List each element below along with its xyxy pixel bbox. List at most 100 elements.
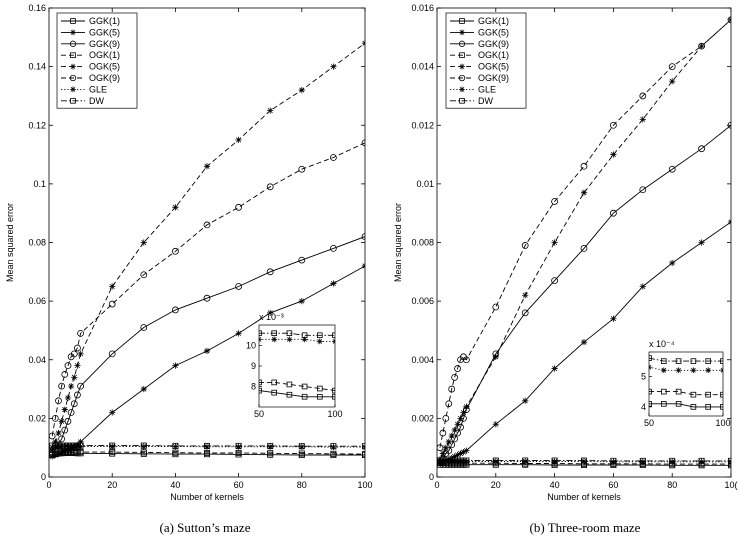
inset-frame xyxy=(648,351,724,417)
data-point xyxy=(64,443,72,450)
data-point xyxy=(361,451,365,458)
inset-data-point xyxy=(301,336,308,343)
data-point xyxy=(580,244,588,252)
legend-marker xyxy=(70,52,76,58)
legend-marker xyxy=(70,18,76,24)
data-point xyxy=(492,458,499,465)
legend-marker xyxy=(458,74,466,82)
data-point xyxy=(463,457,470,464)
x-tick-label: 0 xyxy=(46,480,51,490)
data-point xyxy=(108,350,116,358)
inset-data-point xyxy=(675,367,682,374)
legend-box xyxy=(445,12,527,109)
y-tick-label: 0.04 xyxy=(28,355,46,365)
legend-marker xyxy=(69,40,77,47)
data-point xyxy=(463,403,470,410)
data-point xyxy=(140,324,148,331)
legend-marker xyxy=(459,63,465,70)
inset-frame xyxy=(258,324,336,408)
inset-series xyxy=(259,336,335,345)
inset-x-tick-label: 50 xyxy=(254,409,264,419)
data-point xyxy=(522,397,529,404)
inset-data-point xyxy=(705,367,712,374)
data-point xyxy=(551,198,558,205)
data-point xyxy=(140,271,148,279)
data-point xyxy=(58,435,66,443)
inset-data-point xyxy=(271,389,277,396)
data-point xyxy=(235,443,242,450)
chart-a: 0 20 40 60 80 100 0 0.02 0.04 0.06 0.08 0.1 0.12 0.14… xyxy=(5,3,373,535)
data-point xyxy=(140,442,147,449)
inset-series xyxy=(259,387,335,400)
y-tick-label: 0.016 xyxy=(411,3,434,13)
inset-data-point xyxy=(705,391,711,398)
inset-data-point xyxy=(661,401,667,407)
data-point xyxy=(109,442,116,449)
data-point xyxy=(610,151,617,158)
inset-data-point xyxy=(259,336,262,343)
data-point xyxy=(235,442,242,449)
data-point xyxy=(55,442,62,449)
legend-label: OGK(5) xyxy=(478,62,509,72)
inset-x-tick-label: 50 xyxy=(644,418,654,428)
inset-data-point xyxy=(705,358,711,364)
legend-label: OGK(5) xyxy=(89,62,120,72)
legend-label: OGK(1) xyxy=(89,50,120,60)
inset-data-point xyxy=(332,338,335,345)
data-point xyxy=(454,421,461,428)
legend-label: GGK(5) xyxy=(89,27,120,37)
inset-data-point xyxy=(720,358,723,364)
x-tick-label: 20 xyxy=(491,480,501,490)
data-point xyxy=(639,458,646,465)
data-point xyxy=(68,443,75,450)
data-point xyxy=(74,391,81,399)
legend-label: OGK(9) xyxy=(478,73,509,83)
inset-data-point xyxy=(661,388,667,395)
data-point xyxy=(203,347,211,355)
series-line xyxy=(52,451,365,455)
series-line xyxy=(52,445,365,447)
data-point xyxy=(58,442,65,449)
inset-series xyxy=(649,364,723,374)
data-point xyxy=(52,438,59,445)
data-point xyxy=(727,218,731,226)
y-tick-label: 0.12 xyxy=(28,120,46,130)
inset-data-point xyxy=(316,338,323,345)
data-point xyxy=(203,443,211,450)
y-tick-label: 0.006 xyxy=(411,296,434,306)
data-point xyxy=(610,209,617,217)
data-point xyxy=(669,458,676,465)
data-point xyxy=(445,438,452,445)
data-point xyxy=(361,262,365,270)
data-point xyxy=(172,449,179,456)
inset-data-point xyxy=(720,404,723,410)
data-point xyxy=(361,40,365,47)
data-point xyxy=(330,443,337,451)
data-point xyxy=(203,163,211,170)
inset-data-point xyxy=(649,364,652,371)
data-point xyxy=(639,116,646,123)
data-point xyxy=(298,450,305,457)
data-point xyxy=(448,385,456,393)
inset-data-point xyxy=(661,358,667,364)
data-point xyxy=(51,414,59,422)
inset-x-tick-label: 100 xyxy=(327,409,342,419)
legend-marker xyxy=(70,29,76,36)
data-point xyxy=(77,443,84,450)
series-line xyxy=(439,464,731,466)
data-point xyxy=(172,306,179,314)
inset-data-point xyxy=(690,358,697,364)
x-tick-label: 100 xyxy=(357,480,372,490)
x-tick-label: 60 xyxy=(234,480,244,490)
data-point xyxy=(522,458,529,465)
data-point xyxy=(267,442,274,449)
inset-data-point xyxy=(649,388,652,395)
data-point xyxy=(698,42,705,50)
data-point xyxy=(669,457,676,464)
inset-series xyxy=(649,355,723,364)
inset-data-point xyxy=(316,393,323,400)
data-point xyxy=(140,385,147,393)
data-point xyxy=(522,292,529,299)
data-point xyxy=(361,443,365,450)
